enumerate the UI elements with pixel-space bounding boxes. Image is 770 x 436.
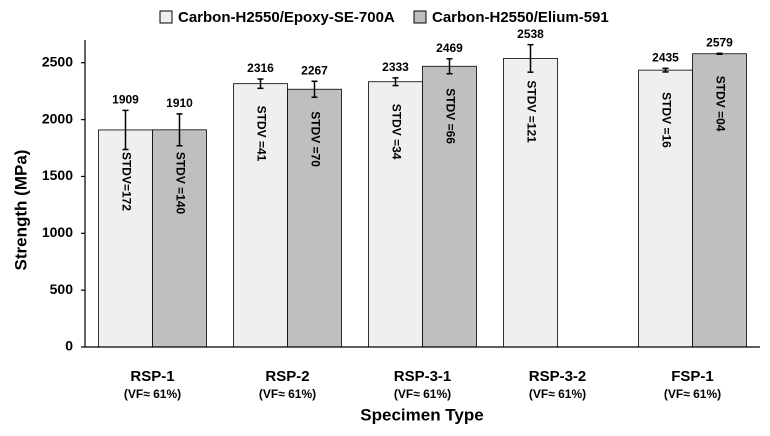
- x-tick-sublabel: (VF≈ 61%): [124, 387, 181, 401]
- data-label: 1910: [166, 96, 193, 110]
- x-tick-label: RSP-3-1: [394, 368, 452, 385]
- bar: [422, 65, 477, 348]
- data-label: 2538: [517, 27, 544, 41]
- y-tick-label: 500: [50, 281, 74, 297]
- legend-swatch: [413, 10, 427, 24]
- stdv-label: STDV =140: [173, 152, 187, 215]
- error-bar: [257, 78, 264, 90]
- stdv-label: STDV =70: [308, 111, 322, 167]
- data-label: 2579: [706, 35, 733, 49]
- bar: [152, 129, 207, 348]
- y-axis-title: Strength (MPa): [11, 150, 30, 271]
- stdv-label: STDV =16: [659, 92, 673, 148]
- bar: [692, 53, 747, 348]
- data-label: 2267: [301, 63, 328, 77]
- bar: [638, 69, 693, 348]
- bar: [503, 58, 558, 348]
- legend-label: Carbon-H2550/Elium-591: [432, 9, 609, 26]
- stdv-label: STDV =121: [524, 80, 538, 143]
- legend-label: Carbon-H2550/Epoxy-SE-700A: [178, 9, 395, 26]
- x-axis-title: Specimen Type: [360, 405, 483, 424]
- y-tick-label: 1500: [42, 167, 73, 183]
- y-tick-label: 2000: [42, 110, 73, 126]
- data-label: 1909: [112, 93, 139, 107]
- y-tick-label: 0: [65, 338, 73, 354]
- data-label: 2333: [382, 60, 409, 74]
- x-tick-label: FSP-1: [671, 368, 714, 385]
- legend-swatch: [159, 10, 173, 24]
- x-tick-label: RSP-2: [265, 368, 309, 385]
- stdv-label: STDV=172: [119, 152, 133, 211]
- error-bar: [716, 52, 723, 55]
- error-bar: [527, 43, 534, 73]
- bar: [368, 81, 423, 348]
- x-tick-sublabel: (VF≈ 61%): [394, 387, 451, 401]
- error-bar: [122, 109, 129, 151]
- stdv-label: STDV =66: [443, 88, 457, 144]
- error-bar: [662, 67, 669, 73]
- x-tick-label: RSP-3-2: [529, 368, 587, 385]
- x-tick-sublabel: (VF≈ 61%): [259, 387, 316, 401]
- error-bar: [392, 77, 399, 87]
- data-label: 2316: [247, 61, 274, 75]
- stdv-label: STDV =34: [389, 104, 403, 160]
- data-label: 2435: [652, 50, 679, 64]
- y-tick-label: 2500: [42, 53, 73, 69]
- x-tick-label: RSP-1: [130, 368, 174, 385]
- error-bar: [446, 58, 453, 75]
- bar: [287, 88, 342, 348]
- x-tick-sublabel: (VF≈ 61%): [529, 387, 586, 401]
- stdv-label: STDV =04: [713, 76, 727, 132]
- error-bar: [311, 80, 318, 98]
- y-tick-label: 1000: [42, 224, 73, 240]
- data-label: 2469: [436, 41, 463, 55]
- x-tick-sublabel: (VF≈ 61%): [664, 387, 721, 401]
- bar: [233, 83, 288, 348]
- error-bar: [176, 113, 183, 147]
- stdv-label: STDV =41: [254, 106, 268, 162]
